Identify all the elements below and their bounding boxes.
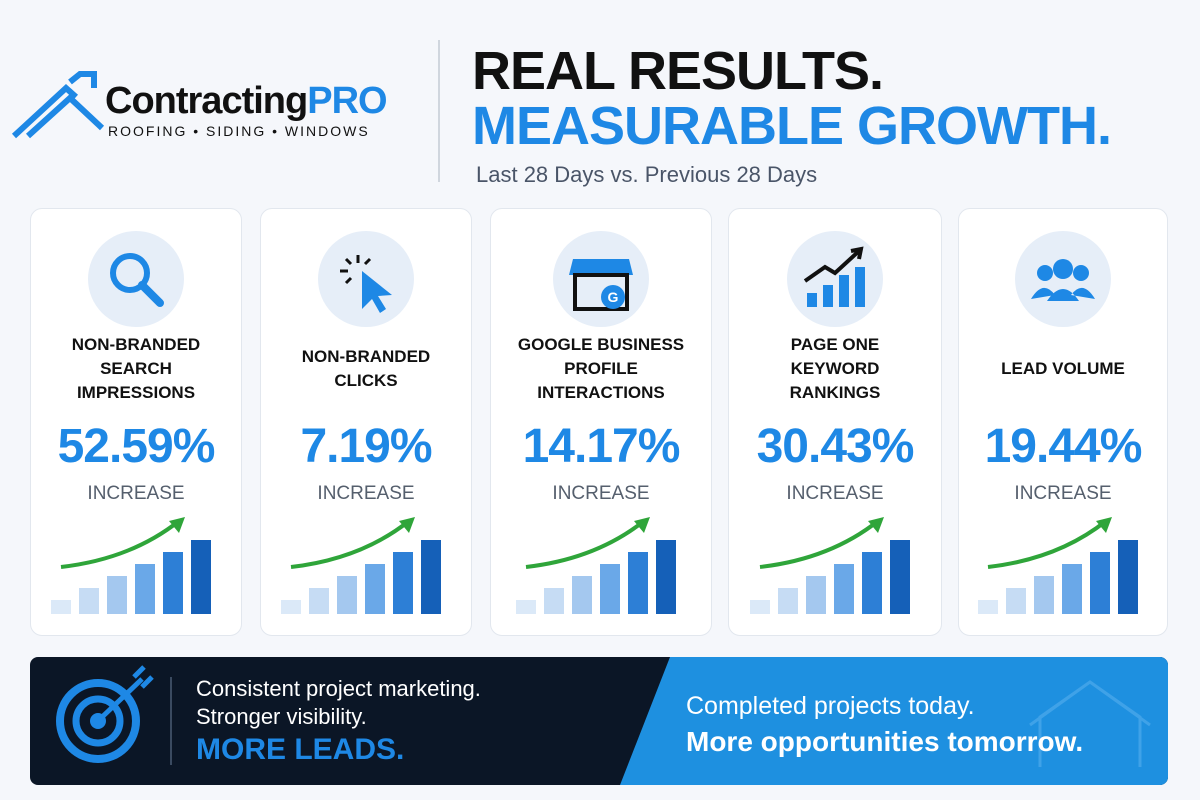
card-graphic — [750, 517, 920, 619]
brand-accent: PRO — [307, 80, 387, 122]
stat-card: G GOOGLE BUSINESS PROFILE INTERACTIONS 14.17… — [490, 208, 712, 636]
card-value: 52.59% — [57, 420, 216, 473]
stat-card: LEAD VOLUME 19.44% INCREASE — [958, 208, 1168, 636]
card-value: 14.17% — [522, 420, 681, 473]
card-value: 30.43% — [756, 420, 915, 473]
card-label-line: RANKINGS — [789, 383, 881, 402]
card-label-line: KEYWORD — [790, 359, 880, 378]
card-label-line: PAGE ONE — [790, 335, 880, 354]
title: REAL RESULTS. — [472, 41, 884, 101]
card-label-line: GOOGLE BUSINESS — [517, 335, 685, 354]
banner-text: Stronger visibility. — [196, 704, 367, 729]
brand: ContractingPRO — [105, 80, 388, 123]
card-label-line: PROFILE — [564, 359, 638, 378]
growth-graphic — [51, 517, 211, 614]
growth-graphic — [750, 517, 910, 614]
card-label: LEAD VOLUME — [959, 333, 1167, 405]
icon: G — [553, 231, 649, 327]
card-label-line: INTERACTIONS — [537, 383, 665, 402]
brand-name: Contracting — [105, 80, 308, 122]
title-accent: MEASURABLE GROWTH. — [472, 96, 1112, 156]
card-value: 19.44% — [984, 420, 1143, 473]
icon — [787, 231, 883, 327]
card-icon: G — [551, 229, 651, 329]
stat-card: NON-BRANDED SEARCH IMPRESSIONS 52.59% INCREA… — [30, 208, 242, 636]
banner-text: More opportunities tomorrow. — [686, 726, 1084, 757]
card-label: GOOGLE BUSINESS PROFILE INTERACTIONS — [491, 333, 711, 405]
logo-mark — [11, 71, 105, 139]
subtitle: Last 28 Days vs. Previous 28 Days — [476, 162, 818, 187]
banner-text: Completed projects today. — [686, 692, 975, 720]
card-label-line: IMPRESSIONS — [76, 383, 196, 402]
card-label-line: SEARCH — [100, 359, 172, 378]
card-caption: INCREASE — [87, 483, 185, 504]
stat-card: NON-BRANDED CLICKS 7.19% INCREASE — [260, 208, 472, 636]
card-caption: INCREASE — [1014, 483, 1112, 504]
growth-graphic — [978, 517, 1138, 614]
icon — [1015, 231, 1111, 327]
growth-graphic — [281, 517, 441, 614]
card-icon — [1013, 229, 1113, 329]
divider — [438, 40, 440, 182]
icon — [88, 231, 184, 327]
banner-text: Consistent project marketing. — [196, 676, 481, 701]
card-label-line: NON-BRANDED — [301, 347, 431, 366]
card-value: 7.19% — [300, 420, 432, 473]
card-label-line: NON-BRANDED — [71, 335, 201, 354]
card-icon — [86, 229, 186, 329]
card-label-line: CLICKS — [334, 371, 398, 390]
brand-tagline: ROOFING • SIDING • WINDOWS — [108, 123, 370, 139]
stat-card: PAGE ONE KEYWORD RANKINGS 30.43% INCREASE — [728, 208, 942, 636]
growth-graphic — [516, 517, 676, 614]
card-caption: INCREASE — [786, 483, 884, 504]
card-label-line: LEAD VOLUME — [1001, 359, 1125, 378]
card-graphic — [978, 517, 1148, 619]
card-label: PAGE ONE KEYWORD RANKINGS — [729, 333, 941, 405]
svg-text:G: G — [608, 289, 619, 305]
card-label: NON-BRANDED CLICKS — [261, 333, 471, 405]
banner-bg — [30, 657, 1168, 785]
card-graphic — [516, 517, 686, 619]
card-label: NON-BRANDED SEARCH IMPRESSIONS — [31, 333, 241, 405]
card-graphic — [51, 517, 221, 619]
icon — [318, 231, 414, 327]
card-caption: INCREASE — [552, 483, 650, 504]
card-icon — [785, 229, 885, 329]
card-icon — [316, 229, 416, 329]
card-graphic — [281, 517, 451, 619]
card-caption: INCREASE — [317, 483, 415, 504]
banner-highlight: MORE LEADS. — [196, 733, 405, 766]
